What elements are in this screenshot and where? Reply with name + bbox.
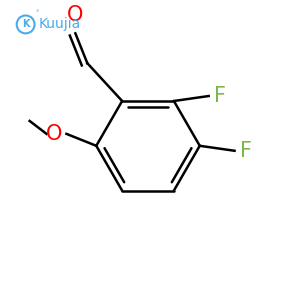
Text: F: F [214, 86, 226, 106]
Text: Kuujia: Kuujia [39, 17, 81, 32]
Text: F: F [239, 141, 251, 161]
Text: O: O [46, 124, 63, 144]
Text: K: K [22, 20, 29, 29]
Text: O: O [67, 5, 84, 26]
Text: °: ° [36, 11, 39, 16]
